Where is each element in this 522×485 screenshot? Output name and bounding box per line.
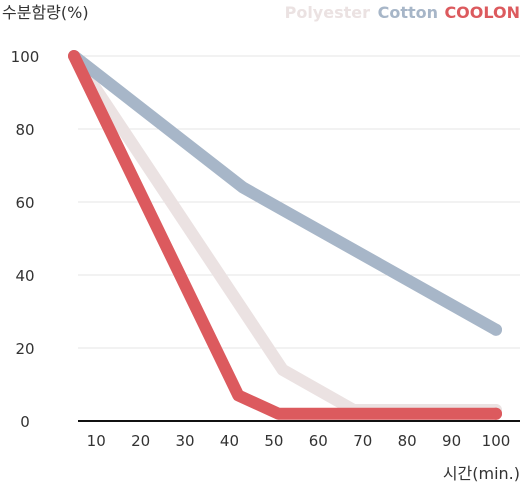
series-endpoint-cotton bbox=[490, 323, 502, 336]
legend-label-polyester: Polyester bbox=[285, 3, 371, 22]
y-tick-label-100: 100 bbox=[11, 48, 40, 66]
x-tick-label-90: 90 bbox=[442, 432, 461, 450]
x-axis-title: 시간(min.) bbox=[443, 464, 520, 483]
y-tick-label-60: 60 bbox=[15, 194, 34, 212]
legend-label-cotton: Cotton bbox=[378, 3, 438, 22]
x-tick-label-10: 10 bbox=[87, 432, 106, 450]
y-tick-label-20: 20 bbox=[15, 340, 34, 358]
legend-label-coolon: COOLON bbox=[444, 3, 520, 22]
x-tick-label-40: 40 bbox=[220, 432, 239, 450]
axis-labels: 수분함량(%) 시간(min.) bbox=[2, 3, 520, 483]
x-tick-label-30: 30 bbox=[176, 432, 195, 450]
x-tick-label-50: 50 bbox=[264, 432, 283, 450]
y-tick-label-0: 0 bbox=[20, 413, 30, 431]
x-tick-label-100: 100 bbox=[482, 432, 511, 450]
series-lines bbox=[68, 50, 502, 420]
x-tick-label-20: 20 bbox=[131, 432, 150, 450]
grid-lines bbox=[78, 55, 520, 349]
y-axis-title: 수분함량(%) bbox=[2, 3, 89, 22]
x-tick-label-80: 80 bbox=[398, 432, 417, 450]
y-tick-label-80: 80 bbox=[15, 121, 34, 139]
series-endpoint-coolon bbox=[490, 407, 502, 420]
series-line-coolon bbox=[68, 50, 502, 420]
series-line-cotton bbox=[68, 50, 502, 336]
y-tick-label-40: 40 bbox=[15, 267, 34, 285]
x-tick-label-60: 60 bbox=[309, 432, 328, 450]
axes: 0 20 40 60 80 100 10 20 30 40 50 60 70 80 90 100 bbox=[11, 48, 520, 450]
legend: COOLON Cotton Polyester bbox=[285, 3, 520, 22]
x-tick-label-70: 70 bbox=[353, 432, 372, 450]
